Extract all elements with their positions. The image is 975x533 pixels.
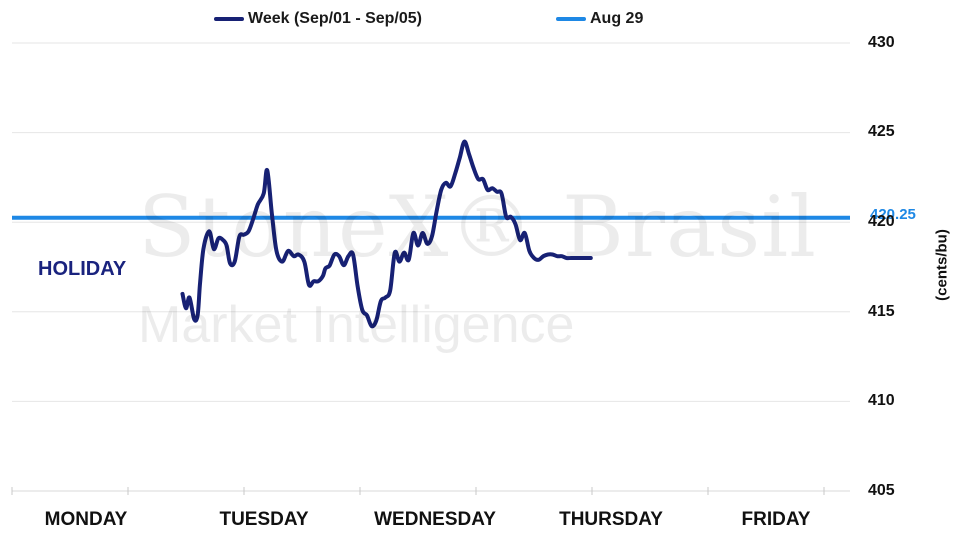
series-week-line bbox=[180, 139, 593, 329]
x-tick-wednesday: WEDNESDAY bbox=[374, 509, 496, 530]
x-axis bbox=[11, 487, 850, 495]
y-tick-425: 425 bbox=[868, 123, 895, 140]
y-tick-415: 415 bbox=[868, 303, 895, 320]
y-axis-label: (cents/bu) bbox=[933, 229, 951, 301]
y-tick-410: 410 bbox=[868, 392, 895, 409]
x-tick-thursday: THURSDAY bbox=[559, 509, 663, 530]
x-tick-monday: MONDAY bbox=[44, 509, 128, 530]
watermark-brand: StoneX® Brasil bbox=[138, 178, 817, 276]
x-tick-friday: FRIDAY bbox=[741, 509, 811, 530]
holiday-annotation: HOLIDAY bbox=[38, 258, 127, 280]
legend-item-aug29: Aug 29 bbox=[556, 8, 643, 30]
series-layer bbox=[12, 139, 850, 329]
legend-item-week: Week (Sep/01 - Sep/05) bbox=[214, 8, 422, 30]
legend-label-week: Week (Sep/01 - Sep/05) bbox=[248, 10, 422, 27]
y-tick-405: 405 bbox=[868, 482, 895, 499]
watermark-subtitle: Market Intelligence bbox=[138, 296, 575, 354]
y-tick-420: 420 bbox=[868, 213, 895, 230]
x-tick-tuesday: TUESDAY bbox=[219, 509, 309, 530]
legend-swatch-aug29 bbox=[556, 17, 586, 21]
legend-label-aug29: Aug 29 bbox=[590, 10, 644, 27]
legend-swatch-week bbox=[214, 17, 244, 21]
y-tick-430: 430 bbox=[868, 34, 895, 51]
reference-value-label: 420.25 bbox=[870, 206, 916, 223]
